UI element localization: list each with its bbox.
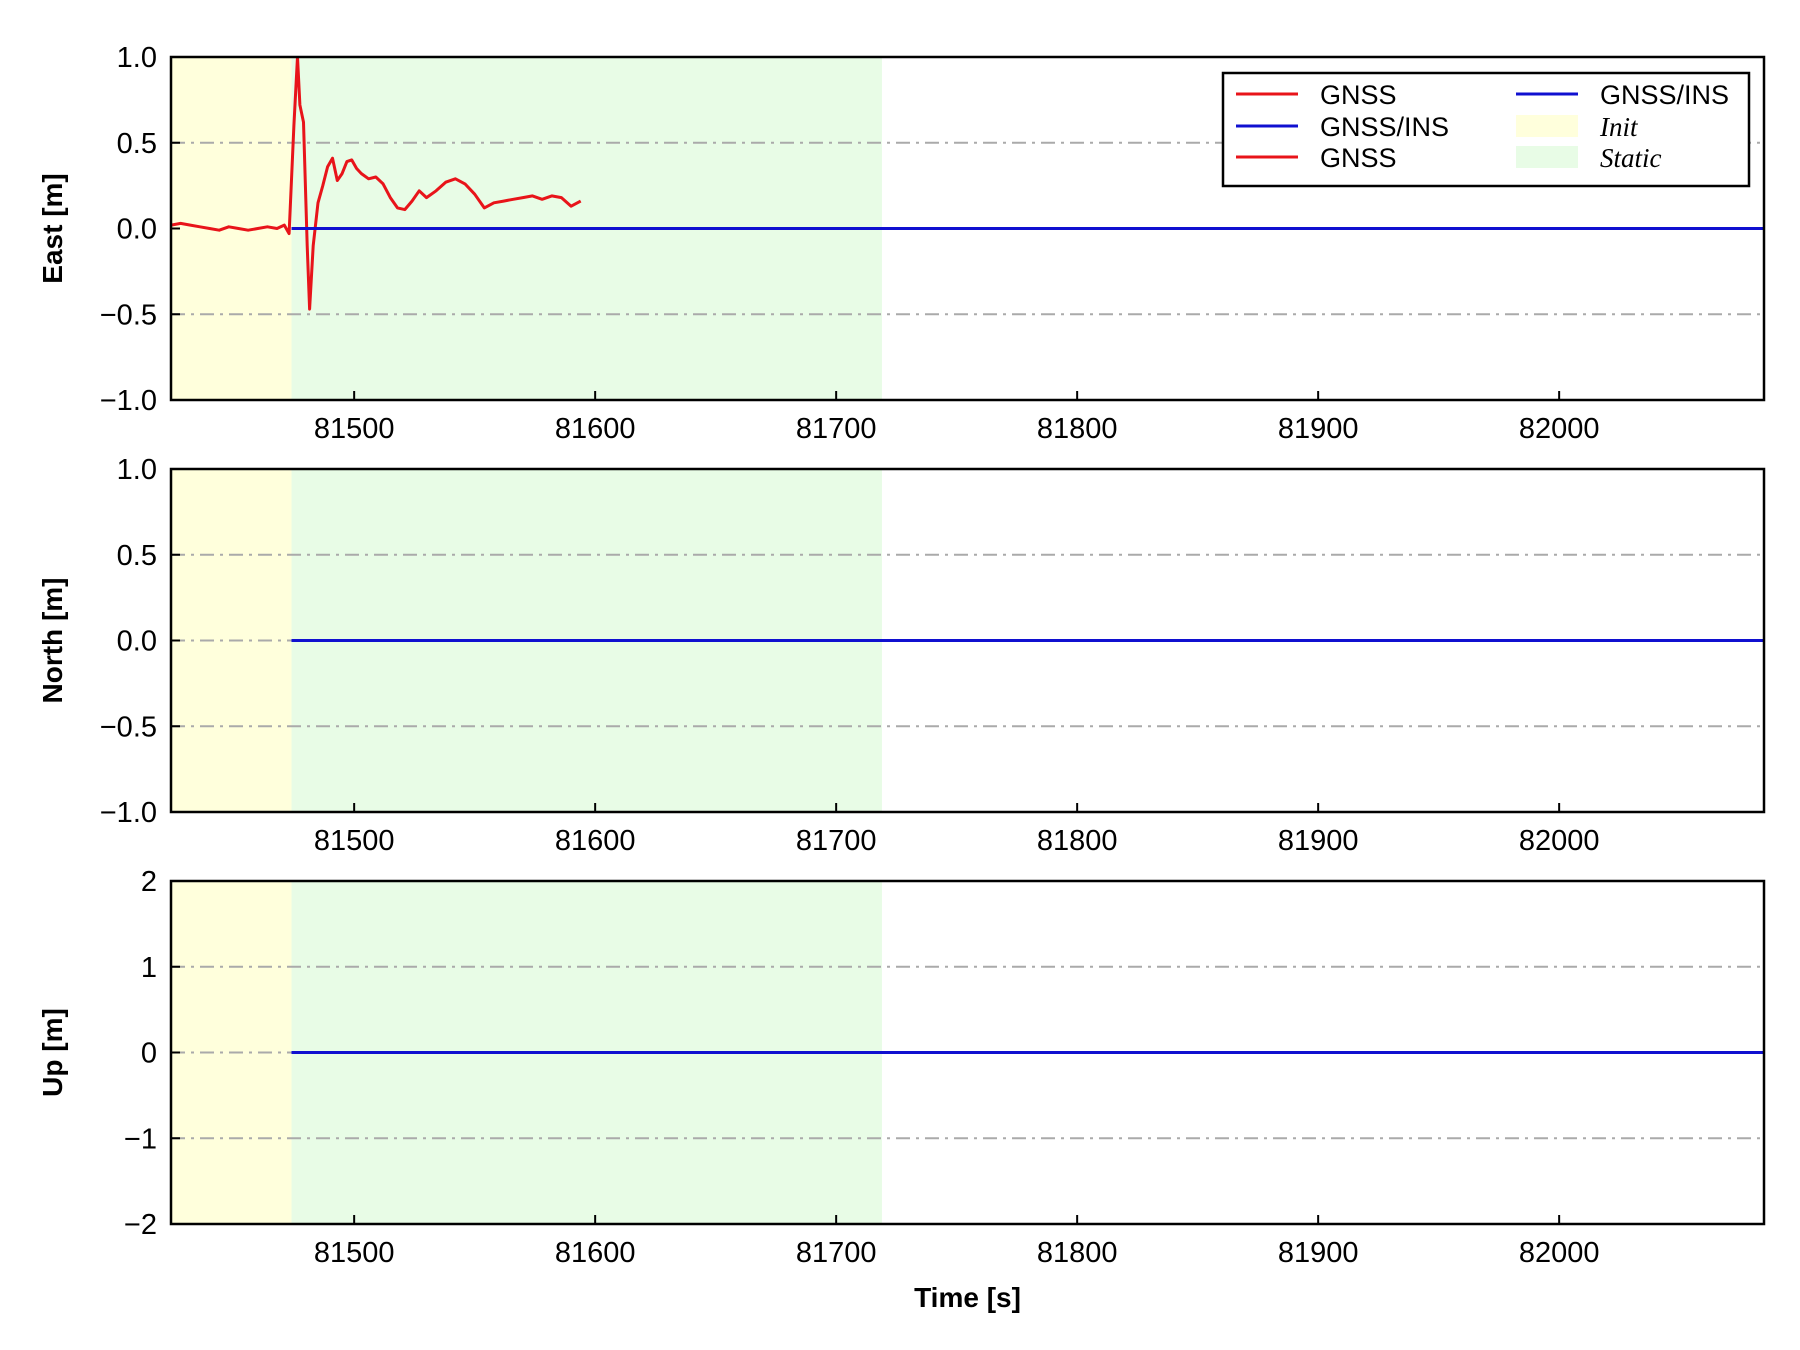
ytick-label-panel-2-2: 0 [141, 1038, 157, 1070]
xtick-label-panel-1-5: 82000 [1519, 825, 1600, 857]
xtick-label-panel-2-3: 81800 [1037, 1237, 1118, 1269]
xtick-label-panel-2-4: 81900 [1278, 1237, 1359, 1269]
xtick-label-panel-0-2: 81700 [796, 413, 877, 445]
ytick-label-panel-0-0: −1.0 [100, 385, 157, 417]
ytick-label-panel-2-4: 2 [141, 866, 157, 898]
ytick-label-panel-1-3: 0.5 [117, 540, 157, 572]
xtick-label-panel-0-4: 81900 [1278, 413, 1359, 445]
y-axis-label-panel-0: East [m] [37, 173, 68, 283]
legend-label-0: GNSS [1320, 80, 1397, 110]
ytick-label-panel-0-4: 1.0 [117, 42, 157, 74]
ytick-label-panel-2-3: 1 [141, 952, 157, 984]
xtick-label-panel-2-5: 82000 [1519, 1237, 1600, 1269]
xtick-label-panel-2-1: 81600 [555, 1237, 636, 1269]
legend-patch-5 [1516, 146, 1578, 168]
legend-label-1: GNSS/INS [1320, 112, 1449, 142]
panel-0: −1.0 −0.5 0.0 0.5 1.0 81500 81600 81700 81800 819… [37, 42, 1766, 445]
xtick-label-panel-1-4: 81900 [1278, 825, 1359, 857]
xtick-label-panel-0-3: 81800 [1037, 413, 1118, 445]
ytick-label-panel-1-2: 0.0 [117, 626, 157, 658]
ytick-label-panel-2-1: −1 [124, 1123, 157, 1155]
legend-label-3: GNSS/INS [1600, 80, 1729, 110]
legend-label-4: Init [1599, 112, 1639, 142]
xtick-label-panel-2-0: 81500 [314, 1237, 395, 1269]
xtick-label-panel-1-2: 81700 [796, 825, 877, 857]
series-line-panel-0-0 [171, 57, 582, 311]
ytick-label-panel-2-0: −2 [124, 1209, 157, 1241]
ytick-label-panel-1-0: −1.0 [100, 797, 157, 829]
ytick-label-panel-1-1: −0.5 [100, 711, 157, 743]
ytick-label-panel-0-1: −0.5 [100, 299, 157, 331]
y-axis-label-panel-2: Up [m] [37, 1008, 68, 1097]
xtick-label-panel-1-0: 81500 [314, 825, 395, 857]
xtick-label-panel-2-2: 81700 [796, 1237, 877, 1269]
xtick-label-panel-0-0: 81500 [314, 413, 395, 445]
legend-patch-4 [1516, 115, 1578, 137]
legend-label-5: Static [1600, 143, 1662, 173]
legend-frame [1221, 71, 1751, 188]
xtick-label-panel-0-5: 82000 [1519, 413, 1600, 445]
xtick-label-panel-0-1: 81600 [555, 413, 636, 445]
ytick-label-panel-1-4: 1.0 [117, 454, 157, 486]
x-axis-label: Time [s] [914, 1282, 1021, 1313]
xtick-label-panel-1-1: 81600 [555, 825, 636, 857]
ytick-label-panel-0-3: 0.5 [117, 128, 157, 160]
ytick-label-panel-0-2: 0.0 [117, 214, 157, 246]
panels: −1.0 −0.5 0.0 0.5 1.0 81500 81600 81700 81800 819… [37, 42, 1766, 1269]
panel-1: −1.0 −0.5 0.0 0.5 1.0 81500 81600 81700 81800 819… [37, 454, 1766, 857]
xtick-label-panel-1-3: 81800 [1037, 825, 1118, 857]
panel-2: −2 −1 0 1 2 81500 81600 81700 81800 81900 82000 Up … [37, 866, 1766, 1269]
y-axis-label-panel-1: North [m] [37, 578, 68, 704]
legend-label-2: GNSS [1320, 143, 1397, 173]
